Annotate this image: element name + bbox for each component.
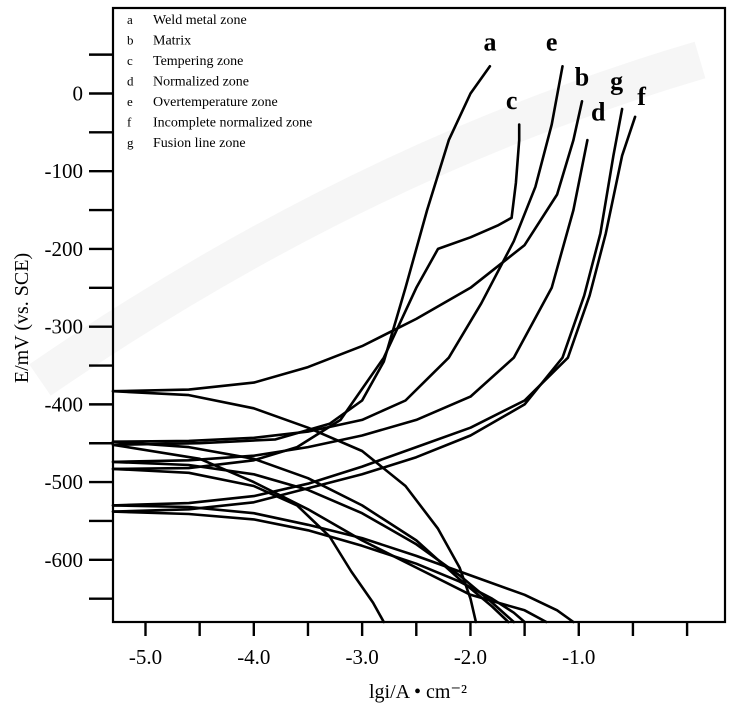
y-tick-label: -600 bbox=[45, 548, 84, 572]
curve-e-anodic bbox=[111, 65, 564, 443]
y-tick-label: -300 bbox=[45, 315, 84, 339]
x-tick-label: -5.0 bbox=[129, 645, 162, 669]
legend: a Weld metal zone b Matrix c Tempering zone d N… bbox=[127, 12, 312, 151]
y-tick-label: -400 bbox=[45, 392, 84, 416]
curve-label-d: d bbox=[591, 98, 606, 127]
curve-e-cathodic bbox=[111, 440, 510, 624]
ticks-group bbox=[89, 53, 689, 636]
x-tick-label: -1.0 bbox=[562, 645, 595, 669]
y-tick-label: -500 bbox=[45, 470, 84, 494]
legend-key: e bbox=[127, 94, 133, 109]
legend-entry-label: Matrix bbox=[153, 34, 191, 49]
y-tick-label: 0 bbox=[73, 81, 84, 105]
curve-d-anodic bbox=[111, 138, 589, 464]
watermark bbox=[29, 41, 706, 396]
legend-key: a bbox=[127, 12, 133, 27]
y-axis-title: E/mV (vs. SCE) bbox=[11, 253, 33, 383]
curve-label-f: f bbox=[637, 82, 646, 111]
x-tick-label: -3.0 bbox=[346, 645, 379, 669]
x-tick-label: -2.0 bbox=[454, 645, 487, 669]
legend-key: f bbox=[127, 115, 132, 130]
curve-g-cathodic bbox=[111, 510, 526, 624]
y-tick-label: -100 bbox=[45, 159, 84, 183]
curve-c-cathodic bbox=[111, 467, 386, 624]
x-axis-title: lgi/A • cm⁻² bbox=[369, 681, 467, 703]
legend-entry-label: Fusion line zone bbox=[153, 136, 246, 151]
curve-label-g: g bbox=[610, 67, 623, 96]
curve-c-anodic bbox=[111, 123, 521, 471]
tick-labels-group: 0 -100 -200 -300 -400 -500 -600 -5.0 -4.0 -3.0 -2.… bbox=[45, 81, 596, 669]
curve-b-anodic bbox=[111, 100, 584, 393]
y-tick-label: -200 bbox=[45, 237, 84, 261]
curve-label-a: a bbox=[483, 28, 496, 57]
curve-g-anodic bbox=[111, 107, 624, 513]
legend-key: c bbox=[127, 53, 133, 68]
legend-entry-label: Weld metal zone bbox=[153, 13, 247, 28]
legend-key: g bbox=[127, 135, 134, 150]
curve-label-c: c bbox=[506, 86, 518, 115]
curve-f-anodic bbox=[111, 115, 637, 507]
curve-label-b: b bbox=[575, 63, 589, 92]
plot-border bbox=[111, 6, 727, 624]
curve-label-e: e bbox=[546, 28, 558, 57]
legend-key: b bbox=[127, 33, 134, 48]
legend-key: d bbox=[127, 74, 134, 89]
legend-entry-label: Incomplete normalized zone bbox=[153, 116, 312, 131]
legend-entry-label: Tempering zone bbox=[153, 54, 243, 69]
curve-f-cathodic bbox=[111, 504, 575, 624]
legend-entry-label: Overtemperature zone bbox=[153, 95, 278, 110]
curve-a-anodic bbox=[111, 65, 492, 447]
x-tick-label: -4.0 bbox=[237, 645, 270, 669]
curve-a-cathodic bbox=[111, 443, 548, 624]
plot-frame bbox=[111, 6, 727, 624]
legend-entry-label: Normalized zone bbox=[153, 75, 249, 90]
watermark-band bbox=[29, 41, 706, 396]
